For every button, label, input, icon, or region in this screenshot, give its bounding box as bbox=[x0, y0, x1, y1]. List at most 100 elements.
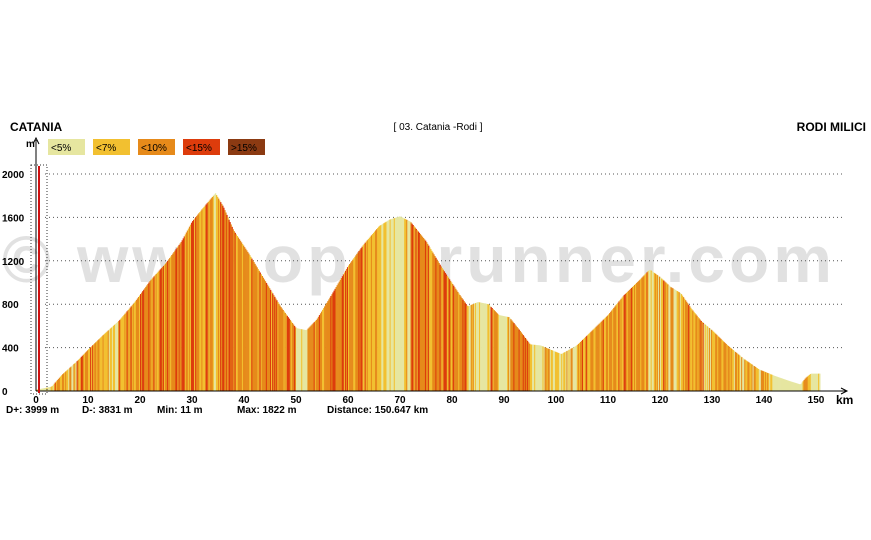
profile-bar bbox=[224, 210, 226, 391]
profile-bar bbox=[531, 344, 533, 391]
profile-bar bbox=[154, 275, 156, 391]
profile-bar bbox=[220, 202, 222, 391]
profile-bar bbox=[44, 388, 46, 391]
profile-bar bbox=[702, 322, 704, 391]
profile-bar bbox=[696, 315, 698, 391]
profile-bar bbox=[479, 302, 481, 391]
stat-min: Min: 11 m bbox=[157, 405, 203, 416]
profile-bar bbox=[265, 282, 268, 391]
profile-bar bbox=[590, 331, 592, 391]
profile-bar bbox=[259, 272, 261, 391]
profile-bar bbox=[576, 344, 579, 391]
profile-bar bbox=[584, 337, 586, 391]
profile-bar bbox=[514, 324, 516, 391]
profile-bar bbox=[86, 350, 89, 391]
profile-bar bbox=[134, 301, 137, 391]
x-tick-label: 90 bbox=[498, 395, 510, 406]
profile-bar bbox=[59, 376, 62, 391]
profile-bar bbox=[670, 287, 672, 391]
profile-bar bbox=[181, 240, 183, 391]
profile-bar bbox=[638, 280, 640, 391]
profile-bar bbox=[742, 358, 744, 391]
profile-bar bbox=[271, 291, 273, 391]
legend-swatch bbox=[93, 139, 130, 155]
profile-bar bbox=[648, 270, 650, 391]
profile-bar bbox=[522, 335, 525, 391]
profile-bar bbox=[615, 305, 617, 391]
profile-bar bbox=[186, 230, 189, 391]
profile-bar bbox=[306, 329, 308, 391]
profile-bar bbox=[700, 320, 702, 391]
profile-bar bbox=[779, 377, 781, 391]
profile-bar bbox=[331, 294, 333, 391]
profile-bar bbox=[66, 370, 68, 391]
profile-bar bbox=[464, 302, 466, 391]
profile-bar bbox=[407, 220, 409, 391]
profile-bar bbox=[182, 238, 184, 391]
profile-bar bbox=[414, 227, 416, 391]
profile-bar bbox=[151, 278, 153, 391]
profile-bar bbox=[64, 372, 66, 391]
profile-bar bbox=[352, 259, 354, 391]
profile-bar bbox=[563, 352, 565, 391]
profile-bar bbox=[302, 329, 304, 391]
profile-bar bbox=[380, 225, 382, 391]
profile-bar bbox=[629, 288, 632, 391]
profile-bar bbox=[309, 326, 311, 391]
profile-bar bbox=[192, 221, 194, 391]
profile-bar bbox=[84, 352, 87, 391]
profile-bar bbox=[330, 295, 332, 391]
profile-bar bbox=[706, 326, 709, 391]
profile-bar bbox=[598, 323, 600, 391]
profile-bar bbox=[115, 323, 117, 391]
profile-bar bbox=[643, 275, 645, 391]
profile-bar bbox=[74, 362, 76, 391]
profile-bar bbox=[634, 284, 636, 391]
profile-bar bbox=[348, 265, 350, 391]
profile-bar bbox=[197, 214, 199, 391]
profile-bar bbox=[640, 278, 642, 391]
profile-bar bbox=[743, 358, 745, 391]
profile-bar bbox=[580, 340, 583, 391]
profile-bar bbox=[254, 263, 256, 391]
profile-bar bbox=[704, 324, 707, 391]
profile-bar bbox=[548, 349, 551, 391]
x-tick-label: 30 bbox=[186, 395, 198, 406]
profile-bar bbox=[419, 234, 422, 391]
profile-bar bbox=[446, 276, 449, 391]
profile-bar bbox=[256, 267, 258, 391]
profile-bar bbox=[484, 303, 486, 391]
profile-bar bbox=[235, 234, 238, 391]
profile-bar bbox=[203, 206, 205, 391]
profile-bar bbox=[400, 216, 402, 391]
profile-bar bbox=[257, 269, 259, 391]
profile-bar bbox=[55, 381, 58, 391]
profile-bar bbox=[294, 327, 297, 391]
profile-bar bbox=[536, 345, 538, 391]
profile-bar bbox=[166, 262, 168, 391]
profile-bar bbox=[410, 222, 412, 391]
profile-bar bbox=[486, 303, 488, 391]
profile-bar bbox=[137, 296, 140, 391]
profile-bar bbox=[544, 347, 546, 391]
profile-bar bbox=[787, 380, 790, 391]
position-cursor-frame[interactable] bbox=[30, 164, 48, 395]
profile-bar bbox=[403, 218, 405, 391]
profile-bar bbox=[415, 228, 417, 391]
profile-bar bbox=[625, 292, 628, 391]
profile-bar bbox=[750, 363, 752, 391]
profile-bar bbox=[672, 288, 674, 391]
profile-bar bbox=[320, 311, 323, 391]
profile-bar bbox=[172, 253, 174, 391]
profile-bar bbox=[389, 219, 391, 391]
profile-bar bbox=[636, 282, 638, 391]
profile-bar bbox=[184, 234, 187, 391]
profile-bar bbox=[118, 320, 120, 391]
profile-bar bbox=[129, 307, 131, 391]
legend: <5% <7% <10% <15% >15% bbox=[48, 139, 265, 155]
profile-bar bbox=[143, 289, 145, 391]
profile-bar bbox=[149, 281, 151, 391]
profile-bar bbox=[315, 319, 318, 391]
profile-bar bbox=[497, 314, 500, 391]
profile-bar bbox=[394, 217, 397, 391]
